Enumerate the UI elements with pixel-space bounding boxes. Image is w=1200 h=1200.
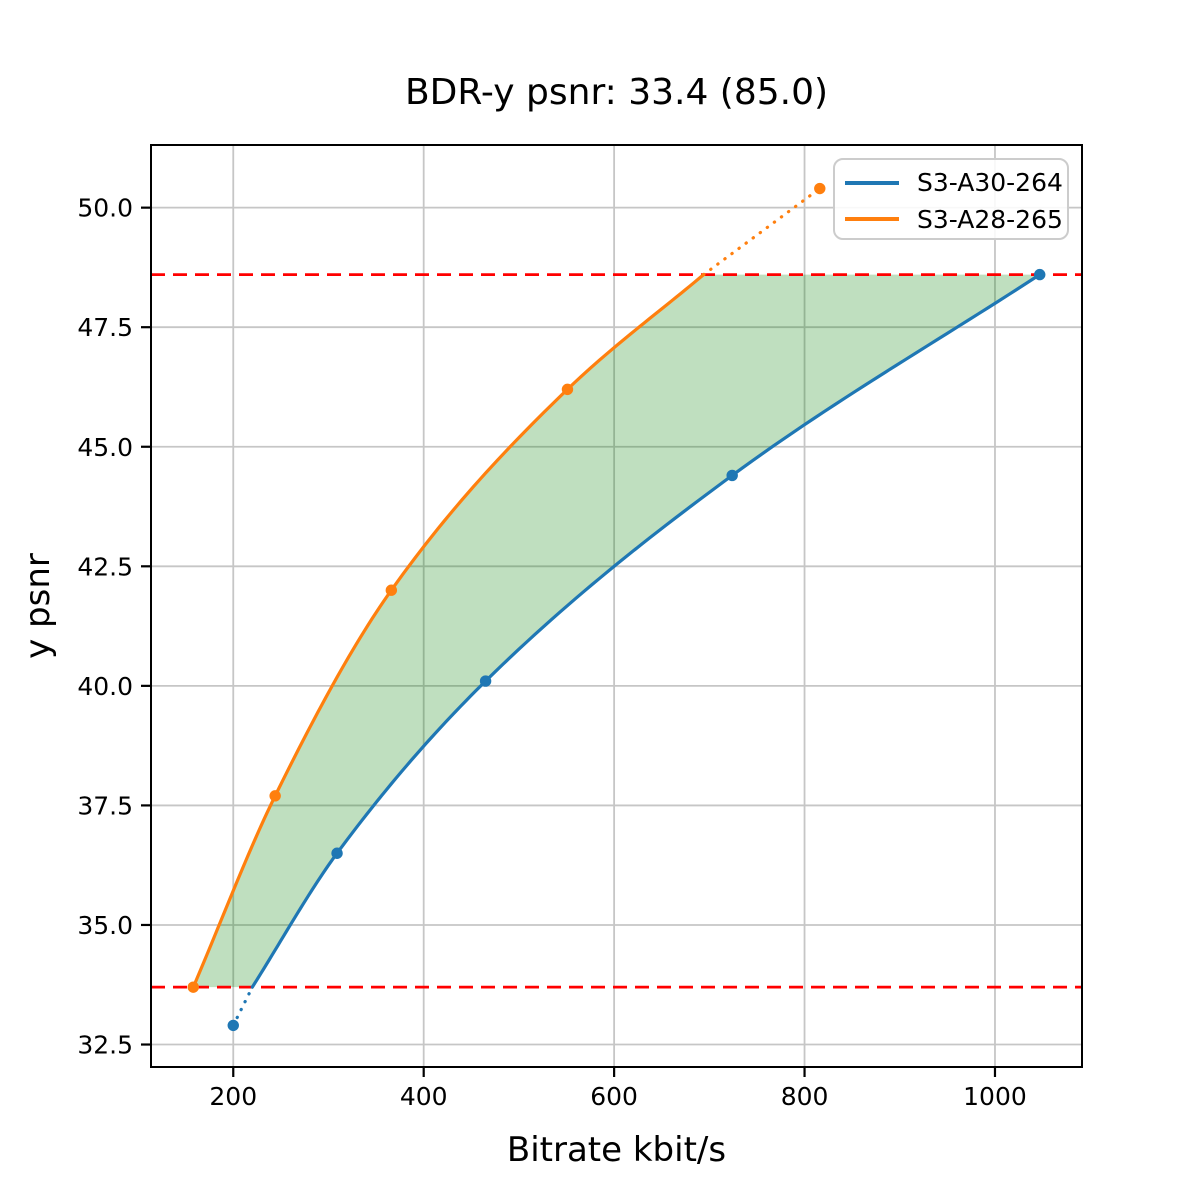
- data-point-marker-S3-A30-264: [227, 1019, 239, 1032]
- data-point-marker-S3-A30-264: [1034, 268, 1046, 281]
- y-tick-label: 42.5: [77, 552, 133, 581]
- data-point-marker-S3-A28-265: [561, 383, 574, 396]
- y-tick-label: 45.0: [77, 433, 133, 462]
- legend-label: S3-A28-265: [917, 204, 1063, 234]
- data-point-marker-S3-A28-265: [269, 790, 281, 802]
- legend-label: S3-A30-264: [917, 168, 1063, 198]
- x-tick-label: 1000: [963, 1082, 1027, 1111]
- y-axis-label: y psnr: [18, 553, 58, 659]
- chart-title: BDR-y psnr: 33.4 (85.0): [404, 72, 829, 113]
- data-point-marker-S3-A30-264: [479, 675, 492, 687]
- series-dotted-line-S3-A28-265: [702, 186, 822, 277]
- y-tick-label: 32.5: [77, 1031, 133, 1060]
- x-tick-label: 800: [781, 1082, 829, 1111]
- data-point-marker-S3-A28-265: [187, 981, 199, 993]
- data-point-marker-S3-A30-264: [726, 469, 738, 482]
- y-tick-label: 50.0: [77, 194, 133, 223]
- legend-entry: S3-A28-265: [845, 201, 1063, 237]
- x-tick-label: 600: [590, 1082, 638, 1111]
- y-tick-label: 47.5: [77, 313, 133, 342]
- x-tick-label: 400: [400, 1082, 448, 1111]
- bd-shaded-region: [193, 274, 1040, 988]
- x-tick-label: 200: [209, 1082, 257, 1111]
- y-tick-label: 40.0: [77, 672, 133, 701]
- legend-line-sample-series-1: [845, 180, 899, 185]
- series-dotted-line-S3-A30-264: [231, 985, 254, 1027]
- data-point-marker-S3-A28-265: [385, 584, 398, 596]
- data-point-marker-S3-A30-264: [331, 847, 343, 859]
- y-tick-label: 37.5: [77, 791, 133, 820]
- x-axis-label: Bitrate kbit/s: [506, 1130, 727, 1170]
- data-point-marker-S3-A28-265: [814, 182, 826, 195]
- y-tick-label: 35.0: [77, 911, 133, 940]
- legend: S3-A30-264 S3-A28-265: [833, 158, 1069, 240]
- legend-entry: S3-A30-264: [845, 165, 1063, 201]
- legend-line-sample-series-2: [845, 217, 899, 222]
- axes-spine: [150, 144, 1083, 1068]
